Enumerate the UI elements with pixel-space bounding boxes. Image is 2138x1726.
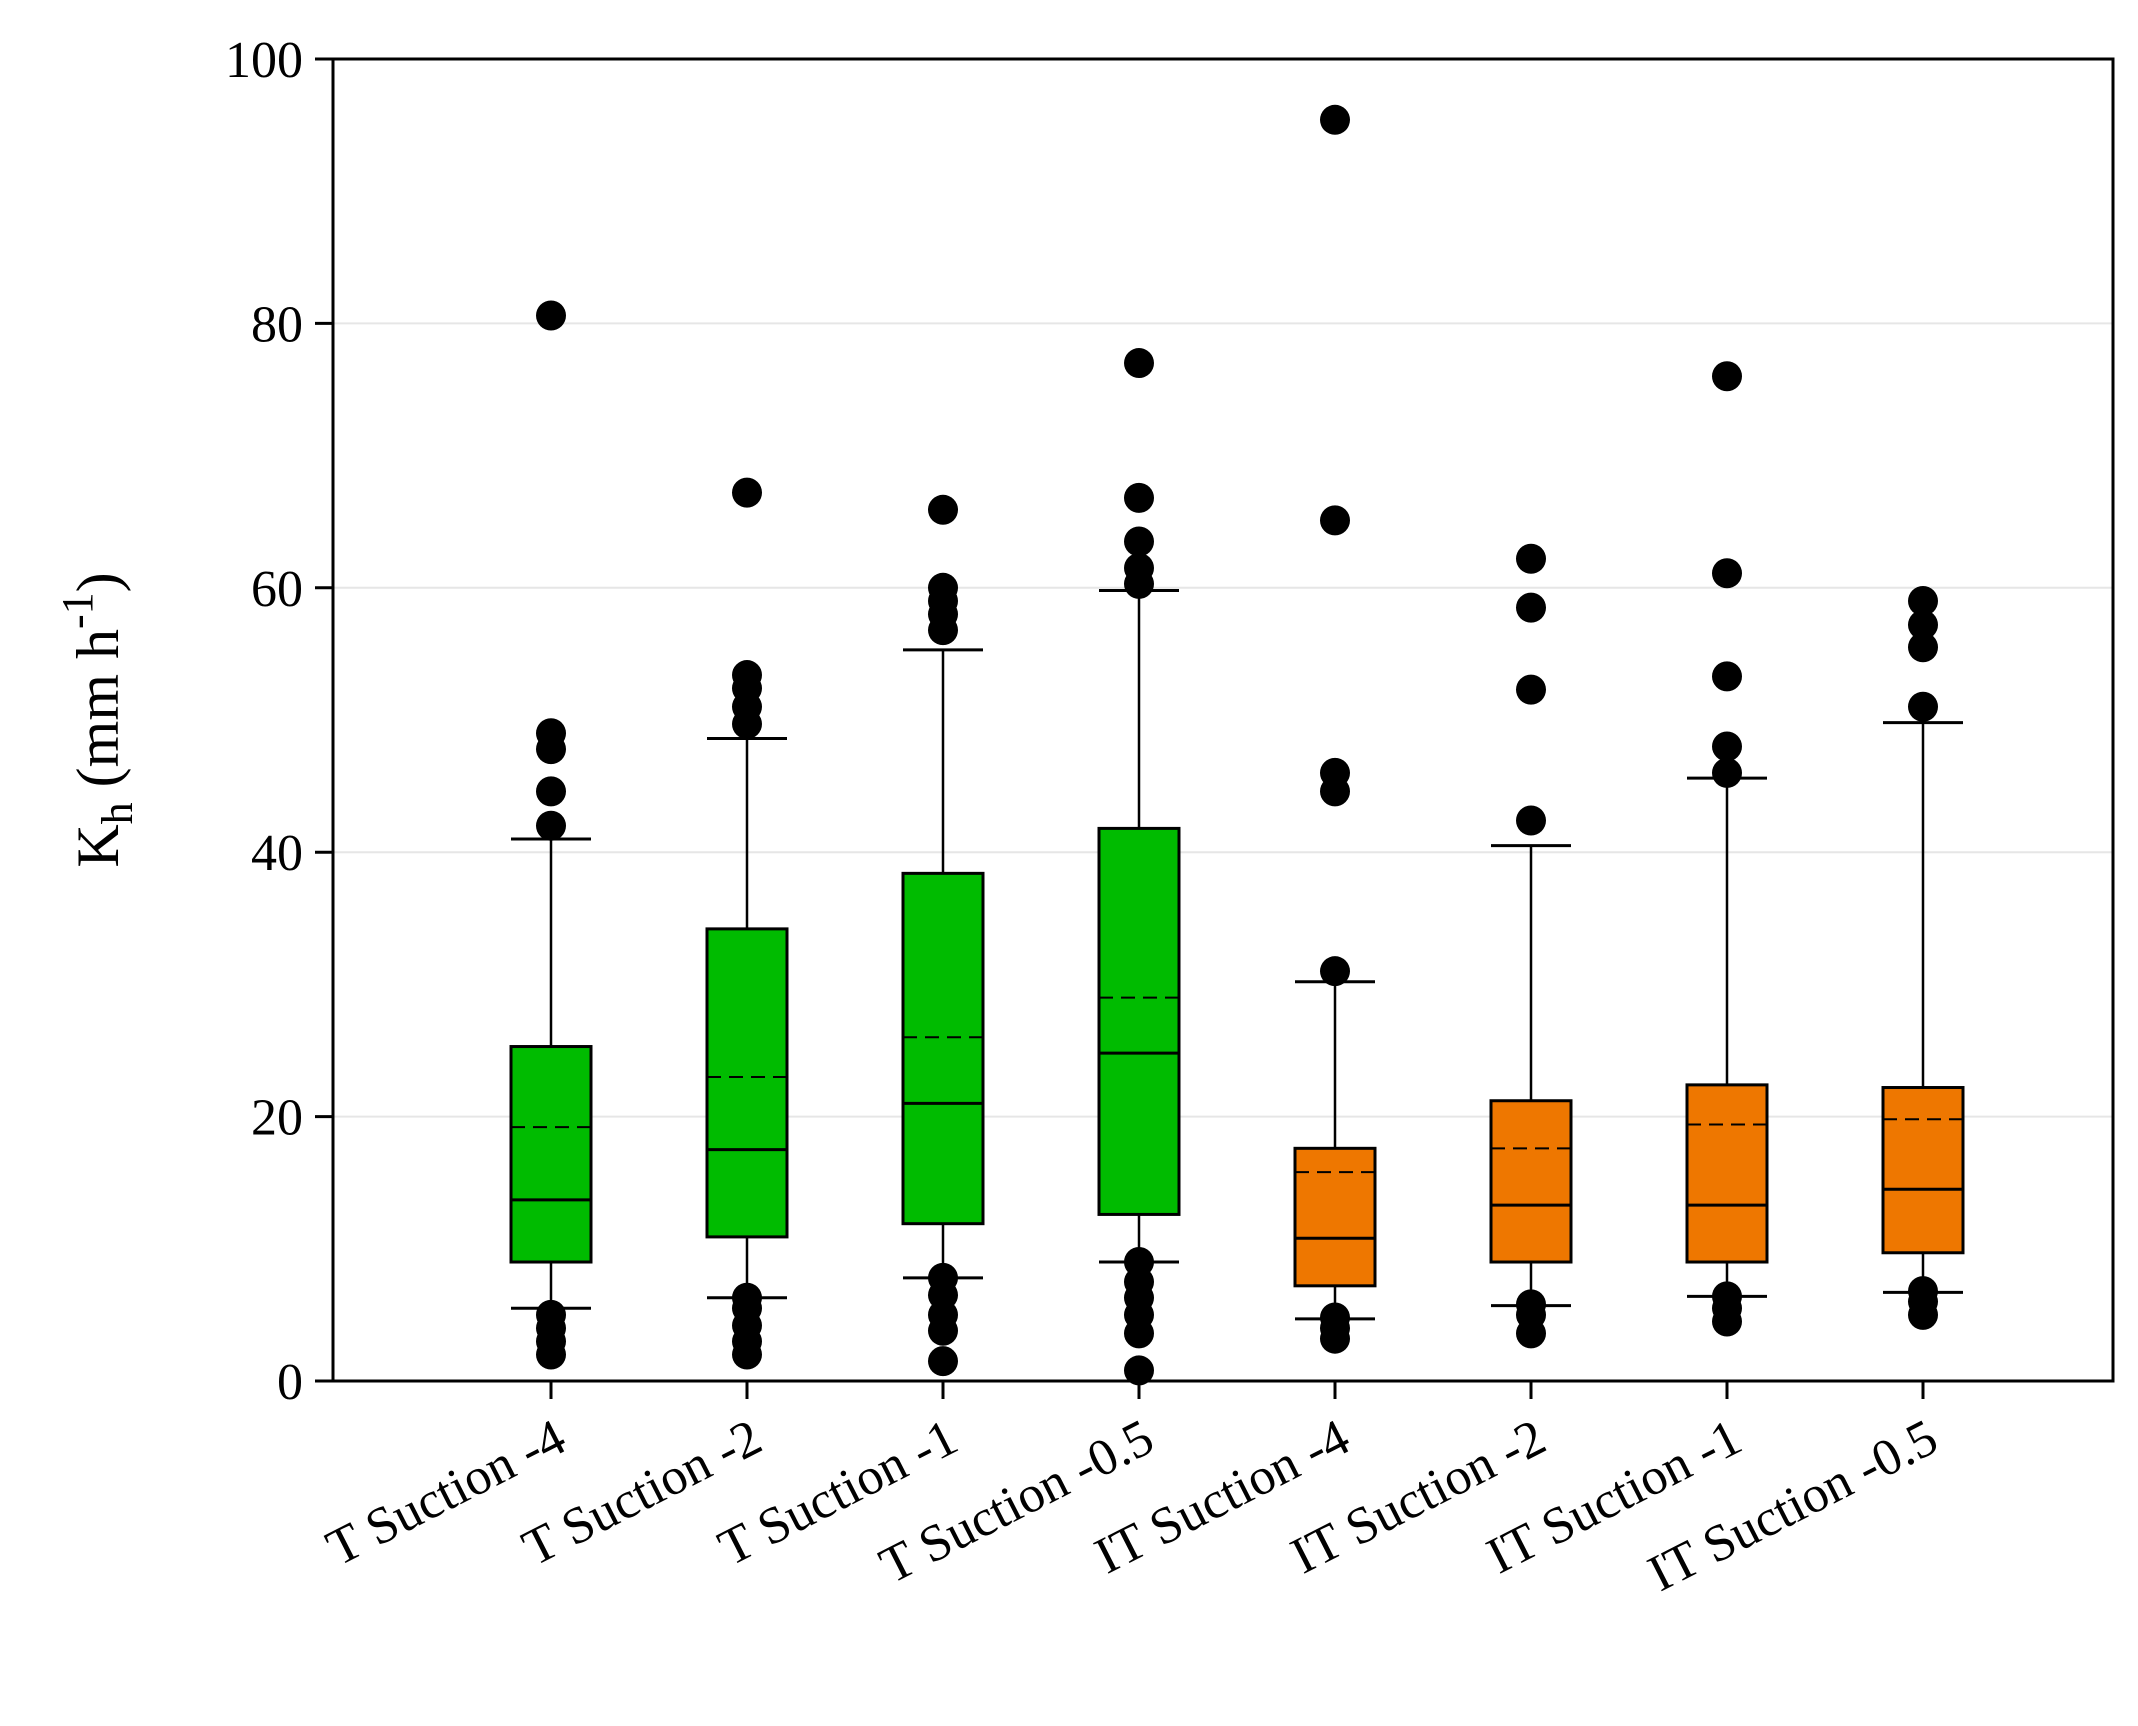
outlier-point xyxy=(1712,558,1742,589)
box-1 xyxy=(509,837,593,1310)
x-axis: T Suction -4T Suction -2T Suction -1T Su… xyxy=(318,1381,1946,1603)
outlier-point xyxy=(1124,552,1154,583)
outlier-point xyxy=(536,300,566,331)
outlier-point xyxy=(1320,757,1350,788)
outlier-point xyxy=(1124,1247,1154,1278)
box-2 xyxy=(705,737,789,1300)
outlier-point xyxy=(1124,348,1154,379)
y-tick-label: 0 xyxy=(277,1354,303,1411)
outlier-point xyxy=(928,494,958,525)
outlier-point xyxy=(928,572,958,603)
y-axis-title-units: (mm h xyxy=(65,629,131,802)
y-tick-label: 40 xyxy=(251,825,303,882)
outlier-point xyxy=(1712,757,1742,788)
outlier-point xyxy=(928,1262,958,1293)
outlier-point xyxy=(536,1299,566,1330)
y-tick-label: 60 xyxy=(251,561,303,618)
outlier-point xyxy=(928,1346,958,1377)
outlier-point xyxy=(1320,956,1350,987)
outlier-point xyxy=(1320,104,1350,135)
box-6 xyxy=(1489,844,1573,1308)
interquartile-box xyxy=(1293,1146,1377,1288)
outlier-point xyxy=(1516,543,1546,574)
outlier-point xyxy=(1124,482,1154,513)
interquartile-box xyxy=(1881,1086,1965,1255)
outlier-point xyxy=(536,776,566,807)
outlier-point xyxy=(1124,526,1154,557)
outlier-point xyxy=(1908,609,1938,640)
interquartile-box xyxy=(1489,1099,1573,1264)
box-4 xyxy=(1097,588,1181,1264)
y-tick-label: 20 xyxy=(251,1090,303,1147)
outlier-point xyxy=(1320,1302,1350,1333)
outlier-point xyxy=(1712,361,1742,392)
outlier-point xyxy=(1516,1289,1546,1320)
y-tick-label: 100 xyxy=(225,32,303,89)
box-5 xyxy=(1293,980,1377,1321)
outlier-point xyxy=(732,660,762,691)
interquartile-box xyxy=(1097,826,1181,1216)
outlier-point xyxy=(1908,691,1938,722)
outlier-point xyxy=(536,718,566,749)
interquartile-box xyxy=(901,871,985,1226)
plot-area-frame xyxy=(331,57,2115,1383)
outlier-point xyxy=(732,477,762,508)
outlier-point xyxy=(1516,805,1546,836)
interquartile-box xyxy=(1685,1083,1769,1264)
outlier-point xyxy=(1712,1281,1742,1312)
outlier-point xyxy=(1908,586,1938,617)
outlier-point xyxy=(732,1282,762,1313)
outlier-point xyxy=(536,810,566,841)
y-axis-title-superscript: -1 xyxy=(53,592,102,629)
outlier-point xyxy=(1124,1355,1154,1386)
interquartile-box xyxy=(705,927,789,1239)
outlier-point xyxy=(1908,632,1938,663)
outlier-point xyxy=(1516,674,1546,705)
outliers xyxy=(536,104,1938,1386)
box-7 xyxy=(1685,776,1769,1298)
interquartile-box xyxy=(509,1045,593,1264)
y-axis-title-close: ) xyxy=(65,572,131,592)
outlier-point xyxy=(1908,1276,1938,1307)
box-3 xyxy=(901,648,985,1280)
y-axis-title-subscript: h xyxy=(93,802,142,824)
gridlines xyxy=(333,322,2113,1118)
outlier-point xyxy=(1320,505,1350,536)
y-axis-title-symbol: K xyxy=(65,824,131,867)
y-axis: 0 20 40 60 80 100 xyxy=(225,32,333,1411)
box-8 xyxy=(1881,721,1965,1294)
outlier-point xyxy=(1516,592,1546,623)
outlier-point xyxy=(1712,731,1742,762)
outlier-point xyxy=(1712,661,1742,692)
boxes xyxy=(509,588,1965,1321)
y-tick-label: 80 xyxy=(251,296,303,353)
y-axis-title: Kh (mm h-1) xyxy=(53,572,142,867)
